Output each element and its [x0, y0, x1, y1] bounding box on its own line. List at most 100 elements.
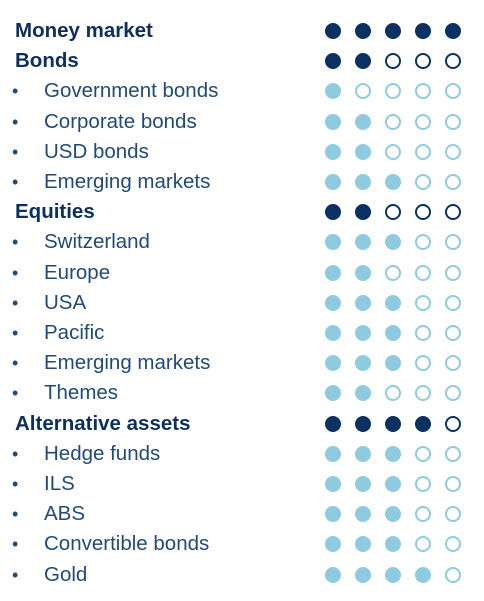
bullet-icon: •: [12, 323, 19, 343]
empty-dot-icon: [445, 83, 461, 100]
rating-dots: [325, 143, 465, 160]
empty-dot-icon: [445, 264, 461, 281]
empty-dot-icon: [385, 113, 401, 130]
empty-dot-icon: [445, 355, 461, 372]
empty-dot-icon: [445, 234, 461, 251]
subcategory-label: Emerging markets: [44, 170, 211, 193]
rating-dots: [325, 113, 465, 130]
empty-dot-icon: [415, 234, 431, 251]
subcategory-row: • Corporate bonds: [0, 107, 484, 137]
rating-dots: [325, 53, 465, 70]
filled-dot-icon: [385, 506, 401, 523]
category-row: Bonds: [0, 46, 484, 76]
category-label: Equities: [15, 200, 95, 224]
subcategory-row: • Gold: [0, 560, 484, 590]
subcategory-row: • Pacific: [0, 318, 484, 348]
rating-dots: [325, 536, 465, 553]
subcategory-label: ABS: [44, 502, 86, 526]
filled-dot-icon: [325, 415, 341, 432]
rating-dots: [325, 234, 465, 251]
subcategory-row: • ILS: [0, 469, 484, 499]
filled-dot-icon: [355, 476, 371, 492]
rating-dots: [325, 264, 465, 281]
filled-dot-icon: [355, 204, 371, 221]
empty-dot-icon: [385, 53, 401, 70]
subcategory-row: • USA: [0, 288, 484, 318]
bullet-icon: •: [12, 262, 19, 283]
empty-dot-icon: [415, 204, 431, 221]
bullet-icon: •: [12, 232, 19, 253]
bullet-icon: •: [12, 353, 19, 374]
category-label: Bonds: [15, 49, 79, 73]
empty-dot-icon: [445, 294, 461, 311]
bullet-icon: •: [12, 141, 19, 162]
filled-dot-icon: [355, 415, 371, 432]
filled-dot-icon: [355, 566, 371, 583]
filled-dot-icon: [325, 476, 341, 492]
subcategory-label: USA: [44, 290, 87, 314]
filled-dot-icon: [385, 174, 401, 190]
rating-dots: [325, 355, 465, 372]
empty-dot-icon: [415, 174, 431, 190]
empty-dot-icon: [445, 325, 461, 341]
empty-dot-icon: [385, 204, 401, 221]
bullet-icon: •: [12, 383, 19, 404]
empty-dot-icon: [445, 143, 461, 160]
filled-dot-icon: [415, 23, 431, 39]
filled-dot-icon: [325, 113, 341, 130]
filled-dot-icon: [385, 445, 401, 462]
subcategory-row: • ABS: [0, 499, 484, 529]
rating-dots: [325, 23, 465, 39]
filled-dot-icon: [385, 325, 401, 341]
rating-dots: [325, 445, 465, 462]
filled-dot-icon: [355, 536, 371, 553]
filled-dot-icon: [325, 566, 341, 583]
empty-dot-icon: [415, 506, 431, 523]
empty-dot-icon: [445, 113, 461, 130]
filled-dot-icon: [325, 294, 341, 311]
empty-dot-icon: [445, 174, 461, 190]
subcategory-label: Corporate bonds: [44, 109, 197, 133]
rating-dots: [325, 415, 465, 432]
category-label: Money market: [15, 19, 153, 42]
bullet-icon: •: [12, 504, 19, 525]
bullet-icon: •: [12, 443, 19, 464]
rating-dots: [325, 325, 465, 341]
subcategory-label: Europe: [44, 260, 111, 284]
empty-dot-icon: [415, 325, 431, 341]
subcategory-label: Themes: [44, 381, 119, 405]
filled-dot-icon: [385, 536, 401, 553]
empty-dot-icon: [415, 53, 431, 70]
filled-dot-icon: [325, 445, 341, 462]
subcategory-label: ILS: [44, 472, 75, 495]
filled-dot-icon: [385, 415, 401, 432]
subcategory-row: • Europe: [0, 258, 484, 288]
empty-dot-icon: [445, 506, 461, 523]
empty-dot-icon: [415, 536, 431, 553]
category-label: Alternative assets: [15, 411, 191, 435]
filled-dot-icon: [385, 566, 401, 583]
empty-dot-icon: [415, 355, 431, 372]
filled-dot-icon: [385, 23, 401, 39]
filled-dot-icon: [325, 23, 341, 39]
subcategory-label: Emerging markets: [44, 351, 211, 375]
filled-dot-icon: [415, 415, 431, 432]
subcategory-label: Hedge funds: [44, 441, 161, 465]
category-row: Equities: [0, 197, 484, 227]
empty-dot-icon: [445, 53, 461, 70]
filled-dot-icon: [325, 234, 341, 251]
filled-dot-icon: [385, 355, 401, 372]
filled-dot-icon: [415, 566, 431, 583]
empty-dot-icon: [415, 83, 431, 100]
filled-dot-icon: [325, 385, 341, 402]
empty-dot-icon: [445, 566, 461, 583]
filled-dot-icon: [325, 204, 341, 221]
subcategory-label: USD bonds: [44, 139, 149, 163]
empty-dot-icon: [445, 204, 461, 221]
empty-dot-icon: [385, 385, 401, 402]
filled-dot-icon: [355, 355, 371, 372]
bullet-icon: •: [12, 111, 19, 132]
filled-dot-icon: [325, 264, 341, 281]
subcategory-label: Convertible bonds: [44, 532, 210, 556]
